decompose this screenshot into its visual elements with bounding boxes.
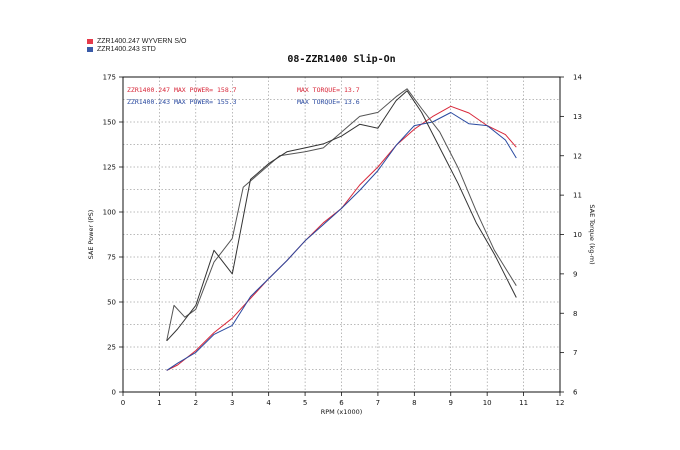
- y-left-tick-label: 125: [103, 164, 116, 172]
- chart-title: 08-ZZR1400 Slip-On: [287, 53, 395, 65]
- x-tick-label: 11: [519, 399, 528, 407]
- y-right-tick-label: 9: [573, 270, 577, 278]
- y-left-tick-label: 0: [112, 389, 116, 397]
- x-tick-label: 0: [121, 399, 125, 407]
- x-tick-label: 6: [339, 399, 344, 407]
- x-tick-label: 12: [556, 399, 565, 407]
- x-tick-label: 7: [376, 399, 380, 407]
- legend-swatch: [87, 39, 93, 44]
- y-right-tick-label: 7: [573, 349, 577, 357]
- annotation-247-max-torque: MAX TORQUE= 13.7: [297, 86, 360, 94]
- y-left-tick-label: 150: [103, 119, 116, 127]
- series-line-3: [166, 90, 517, 342]
- x-tick-label: 5: [303, 399, 307, 407]
- annotation-243-max-power: ZZR1400.243 MAX POWER= 155.3: [127, 98, 237, 106]
- series-line-1: [166, 112, 517, 371]
- legend-swatch: [87, 47, 93, 52]
- y-left-tick-label: 100: [103, 209, 116, 217]
- legend-label: ZZR1400.247 WYVERN S/O: [97, 38, 187, 45]
- x-tick-label: 10: [483, 399, 492, 407]
- y-right-tick-label: 8: [573, 310, 577, 318]
- y-left-axis-label: SAE Power (PS): [87, 210, 95, 260]
- y-left-tick-label: 175: [103, 74, 116, 82]
- x-tick-label: 8: [412, 399, 416, 407]
- x-tick-label: 1: [157, 399, 161, 407]
- y-right-tick-label: 12: [573, 152, 582, 160]
- y-right-tick-label: 13: [573, 113, 582, 121]
- y-left-tick-label: 25: [107, 344, 116, 352]
- legend-entry-247: ZZR1400.247 WYVERN S/O: [87, 38, 186, 45]
- y-right-tick-label: 14: [573, 74, 582, 82]
- x-axis-label: RPM (x1000): [321, 408, 363, 416]
- x-tick-label: 3: [230, 399, 234, 407]
- y-right-tick-label: 11: [573, 192, 582, 200]
- annotation-247-max-power: ZZR1400.247 MAX POWER= 158.7: [127, 86, 237, 94]
- x-tick-label: 2: [194, 399, 198, 407]
- y-right-tick-label: 10: [573, 231, 582, 239]
- legend-entry-243: ZZR1400.243 STD: [87, 46, 156, 53]
- legend-label: ZZR1400.243 STD: [97, 46, 156, 53]
- y-left-tick-label: 50: [107, 299, 116, 307]
- x-tick-label: 4: [266, 399, 271, 407]
- y-left-tick-label: 75: [107, 254, 116, 262]
- y-right-axis-label: SAE Torque (kg-m): [588, 204, 596, 264]
- x-tick-label: 9: [449, 399, 453, 407]
- y-right-tick-label: 6: [573, 389, 578, 397]
- annotation-243-max-torque: MAX TORQUE= 13.6: [297, 98, 360, 106]
